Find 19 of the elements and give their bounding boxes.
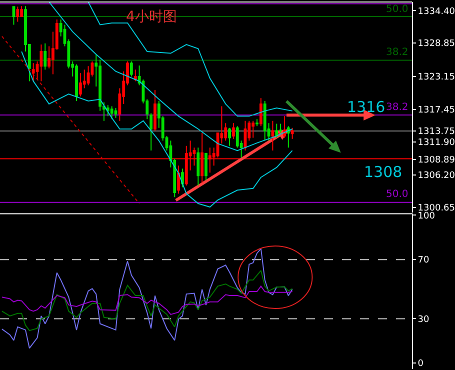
y-tick-label: 30 [418, 314, 430, 325]
annotation: 38.2 [386, 102, 408, 113]
annotation: 38.2 [386, 47, 408, 58]
annotation: 50.0 [386, 189, 408, 200]
annotation: 1308 [364, 163, 402, 181]
y-tick-label: 1328.85 [418, 39, 455, 50]
y-tick-label: 100 [418, 211, 436, 222]
annotation: 1316 [347, 98, 386, 116]
annotation: 50.0 [386, 4, 408, 15]
y-tick-label: 70 [418, 256, 430, 266]
y-tick-label: 1306.20 [418, 171, 455, 182]
y-tick-label: 1317.45 [418, 106, 455, 116]
y-tick-label: 1334.40 [418, 6, 455, 17]
y-tick-label: 1323.15 [418, 72, 455, 82]
y-tick-label: 1313.75 [418, 127, 455, 138]
y-tick-label: 1311.90 [418, 138, 455, 148]
text: 4小时图 [126, 9, 177, 25]
y-tick-label: 1308.89 [418, 155, 455, 166]
y-tick-label: 0 [418, 359, 424, 370]
